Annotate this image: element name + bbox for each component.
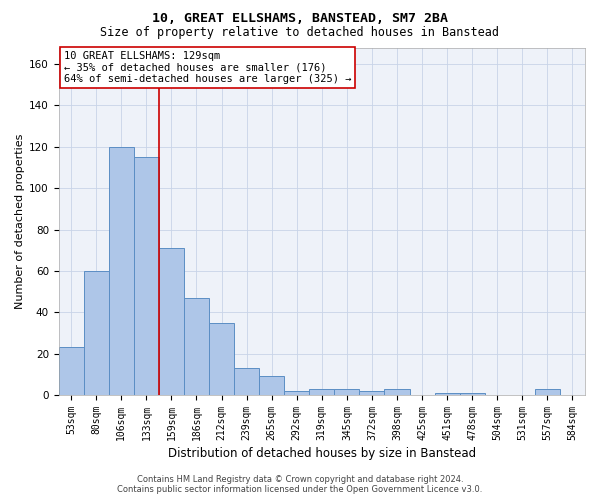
- Bar: [284, 391, 309, 395]
- Bar: [159, 248, 184, 395]
- Bar: [334, 389, 359, 395]
- Bar: [259, 376, 284, 395]
- Bar: [184, 298, 209, 395]
- Y-axis label: Number of detached properties: Number of detached properties: [15, 134, 25, 309]
- Bar: [434, 393, 460, 395]
- Bar: [59, 348, 84, 395]
- Bar: [359, 391, 385, 395]
- Bar: [460, 393, 485, 395]
- Bar: [535, 389, 560, 395]
- Text: 10, GREAT ELLSHAMS, BANSTEAD, SM7 2BA: 10, GREAT ELLSHAMS, BANSTEAD, SM7 2BA: [152, 12, 448, 26]
- Bar: [209, 322, 234, 395]
- X-axis label: Distribution of detached houses by size in Banstead: Distribution of detached houses by size …: [168, 447, 476, 460]
- Bar: [134, 157, 159, 395]
- Text: Size of property relative to detached houses in Banstead: Size of property relative to detached ho…: [101, 26, 499, 39]
- Text: 10 GREAT ELLSHAMS: 129sqm
← 35% of detached houses are smaller (176)
64% of semi: 10 GREAT ELLSHAMS: 129sqm ← 35% of detac…: [64, 51, 352, 84]
- Bar: [84, 271, 109, 395]
- Bar: [385, 389, 410, 395]
- Text: Contains HM Land Registry data © Crown copyright and database right 2024.
Contai: Contains HM Land Registry data © Crown c…: [118, 474, 482, 494]
- Bar: [309, 389, 334, 395]
- Bar: [109, 147, 134, 395]
- Bar: [234, 368, 259, 395]
